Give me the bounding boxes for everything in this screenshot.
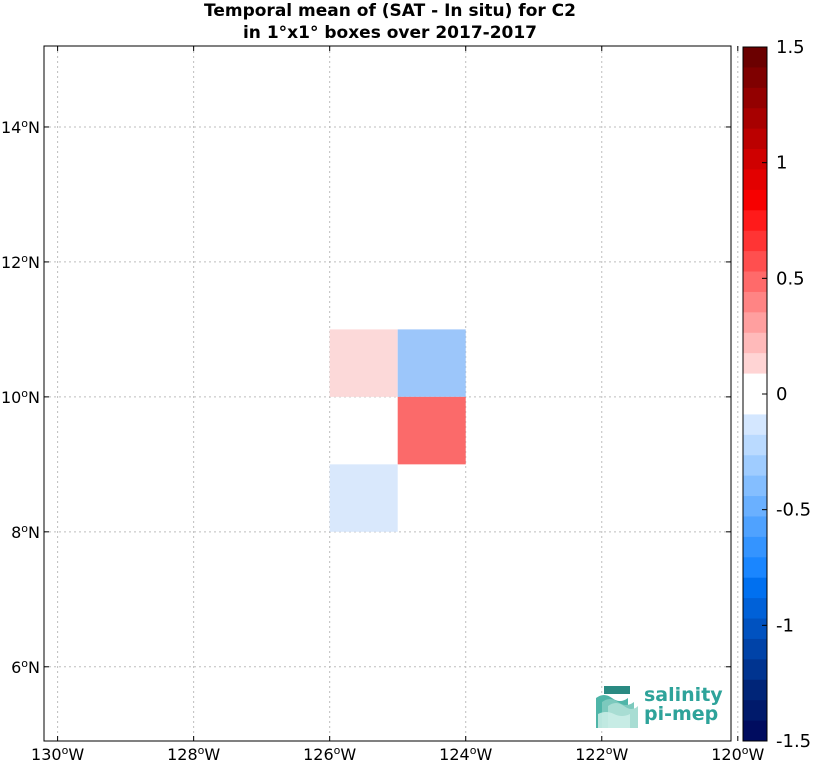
colorbar-segment <box>743 536 767 558</box>
colorbar-segment <box>743 128 767 150</box>
colorbar-tick-label: 0.5 <box>776 268 805 289</box>
logo-text-salinity: salinity <box>644 684 723 706</box>
colorbar-segment <box>743 47 767 68</box>
chart-title-block: Temporal mean of (SAT - In situ) for C2 … <box>0 0 780 44</box>
colorbar-tick-label: -1 <box>776 615 794 636</box>
colorbar-tick-label: 1 <box>776 153 787 174</box>
chart-subtitle: in 1°x1° boxes over 2017-2017 <box>242 23 538 43</box>
colorbar-segment <box>743 210 767 232</box>
x-tick-label: 126oW <box>303 744 356 763</box>
colorbar-segment <box>743 598 767 620</box>
colorbar-tick-label: -0.5 <box>776 500 811 521</box>
heatmap-cell <box>397 396 466 465</box>
colorbar-segment <box>743 414 767 436</box>
colorbar-tick-label: 0 <box>776 384 787 405</box>
y-tick-label: 12oN <box>1 252 40 272</box>
colorbar-segment <box>743 659 767 681</box>
colorbar-segment <box>743 108 767 130</box>
colorbar-segment <box>743 618 767 640</box>
colorbar-segment <box>743 332 767 354</box>
colorbar-segment <box>743 577 767 599</box>
colorbar-segment <box>743 496 767 517</box>
colorbar-segment <box>743 149 767 170</box>
salinity-pimep-logo: salinity pi-mep <box>594 684 724 730</box>
colorbar-segment <box>743 394 767 415</box>
y-tick-label: 10oN <box>1 387 40 407</box>
y-tick-label: 8oN <box>11 522 40 542</box>
x-tick-label: 128oW <box>167 744 220 763</box>
chart-title: Temporal mean of (SAT - In situ) for C2 <box>204 1 576 21</box>
colorbar-segment <box>743 67 767 89</box>
logo-text-pi-mep: pi-mep <box>644 703 719 725</box>
x-tick-label: 130oW <box>31 744 84 763</box>
plot-frame <box>43 45 732 742</box>
colorbar-segment <box>743 720 767 742</box>
colorbar-segment <box>743 475 767 497</box>
colorbar-segment <box>743 189 767 211</box>
colorbar-segment <box>743 87 767 109</box>
colorbar-segment <box>743 271 767 293</box>
colorbar-tick-label: -1.5 <box>776 731 811 752</box>
y-tick-label: 14oN <box>1 117 40 137</box>
x-tick-label: 122oW <box>575 744 628 763</box>
colorbar-segment <box>743 557 767 579</box>
colorbar-segment <box>743 251 767 273</box>
colorbar-segment <box>743 291 767 313</box>
colorbar-segment <box>743 373 767 395</box>
colorbar-segment <box>743 516 767 538</box>
y-tick-label: 6oN <box>11 657 40 677</box>
colorbar-segment <box>743 434 767 456</box>
colorbar-segment <box>743 230 767 252</box>
heatmap-cell <box>329 464 398 532</box>
colorbar-segment <box>743 679 767 701</box>
colorbar-segment <box>743 700 767 722</box>
x-tick-label: 120oW <box>711 744 764 763</box>
x-tick-label: 124oW <box>439 744 492 763</box>
colorbar-segment <box>743 353 767 375</box>
heatmap-cell <box>329 329 398 397</box>
heatmap-cell <box>397 329 466 397</box>
colorbar-segment <box>743 169 767 191</box>
colorbar-tick-label: 1.5 <box>776 37 805 58</box>
colorbar-segment <box>743 455 767 477</box>
waves-logo-icon <box>596 686 638 728</box>
colorbar-segment <box>743 312 767 334</box>
colorbar-segment <box>743 638 767 660</box>
